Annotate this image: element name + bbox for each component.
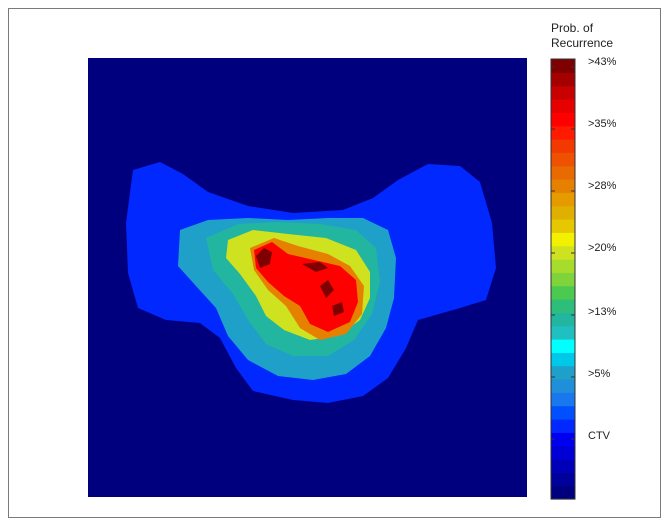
colorbar-segment — [551, 459, 575, 473]
colorbar-title: Prob. of Recurrence — [551, 21, 613, 51]
colorbar-segment — [551, 232, 575, 247]
colorbar-segment — [551, 419, 575, 433]
colorbar-tick-ctv: CTV — [588, 430, 610, 442]
colorbar-segment — [551, 325, 575, 340]
colorbar-border — [550, 58, 576, 500]
colorbar-segment — [551, 59, 575, 73]
colorbar-title-line-2: Recurrence — [551, 36, 614, 50]
colorbar-segment — [551, 259, 575, 273]
colorbar-tick-43: >43% — [588, 56, 617, 68]
colorbar-tick-5: >5% — [588, 368, 611, 380]
colorbar — [550, 58, 576, 500]
colorbar-segment — [551, 219, 575, 233]
colorbar-segment — [551, 312, 575, 327]
region-43pct-c — [320, 280, 334, 298]
colorbar-tick-35: >35% — [588, 118, 617, 130]
colorbar-tick-13: >13% — [588, 306, 617, 318]
recurrence-heatmap — [88, 58, 527, 497]
region-43pct-b — [302, 262, 328, 272]
colorbar-segment — [551, 165, 575, 180]
colorbar-segment — [551, 365, 575, 380]
colorbar-tick-20: >20% — [588, 242, 617, 254]
colorbar-segment — [551, 392, 575, 407]
colorbar-segment — [551, 192, 575, 207]
colorbar-segment — [551, 152, 575, 167]
region-35pct — [254, 242, 358, 332]
colorbar-segment — [551, 179, 575, 193]
colorbar-segment — [551, 339, 575, 353]
colorbar-segment — [551, 205, 575, 220]
colorbar-segment — [551, 352, 575, 367]
colorbar-segment — [551, 272, 575, 287]
colorbar-title-line-1: Prob. of — [551, 21, 594, 35]
colorbar-segment — [551, 112, 575, 127]
colorbar-segment — [551, 85, 575, 100]
colorbar-segment — [551, 285, 575, 300]
colorbar-segment — [551, 299, 575, 313]
colorbar-segment — [551, 245, 575, 260]
colorbar-segment — [551, 125, 575, 140]
colorbar-segment — [551, 472, 575, 487]
colorbar-segment — [551, 445, 575, 460]
colorbar-segment — [551, 72, 575, 87]
colorbar-segment — [551, 379, 575, 393]
colorbar-segment — [551, 432, 575, 447]
region-43pct-a — [256, 248, 272, 268]
colorbar-segment — [551, 485, 575, 500]
region-43pct-d — [332, 302, 344, 316]
colorbar-segment — [551, 99, 575, 113]
colorbar-segment — [551, 405, 575, 420]
colorbar-segment — [551, 139, 575, 153]
colorbar-tick-28: >28% — [588, 180, 617, 192]
